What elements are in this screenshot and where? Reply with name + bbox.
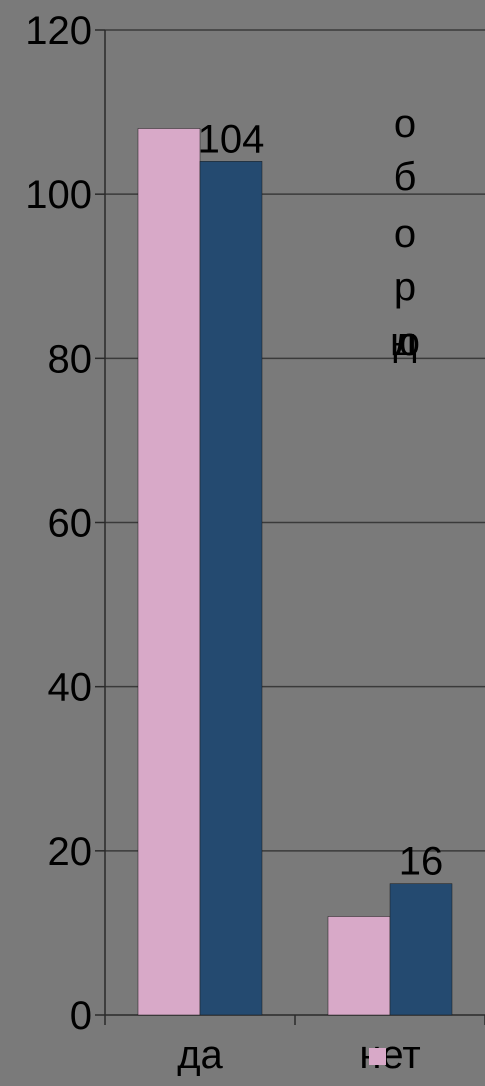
vertical-text-char: о — [394, 212, 416, 256]
y-tick-label: 100 — [25, 173, 92, 217]
vertical-text-char: о — [394, 102, 416, 146]
y-tick-label: 60 — [48, 502, 93, 546]
bar — [199, 161, 263, 1016]
vertical-text-char: ю — [390, 320, 420, 364]
y-tick-label: 20 — [48, 830, 93, 874]
vertical-text-char: б — [394, 155, 417, 199]
y-tick-label: 120 — [25, 9, 92, 53]
vertical-text-char: р — [394, 265, 416, 309]
bar — [389, 883, 453, 1016]
data-label: 104 — [198, 117, 265, 161]
bar — [327, 916, 391, 1016]
x-category-label: да — [177, 1033, 223, 1077]
y-tick-label: 0 — [70, 994, 92, 1038]
vertical-text-char: л — [393, 320, 416, 364]
legend-marker — [369, 1048, 386, 1065]
legend — [369, 1048, 386, 1065]
bar — [137, 128, 201, 1016]
vertical-text-char: д — [393, 320, 416, 364]
x-category-label: нет — [359, 1033, 420, 1077]
data-label: 16 — [399, 840, 444, 884]
y-tick-label: 40 — [48, 666, 93, 710]
y-tick-label: 80 — [48, 337, 93, 381]
bars — [137, 128, 453, 1016]
